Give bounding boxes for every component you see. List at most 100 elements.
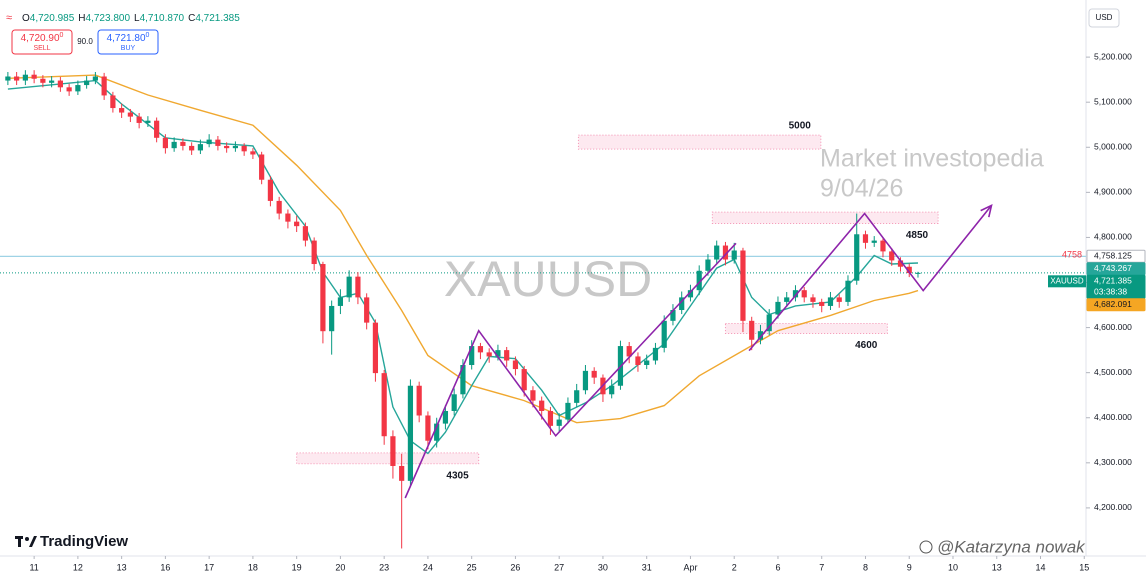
candle-body bbox=[862, 234, 869, 243]
candle-body bbox=[145, 120, 151, 123]
ohlc-key: H bbox=[78, 13, 85, 24]
price-tag-label: 4,758.125 bbox=[1094, 251, 1132, 261]
buy-pip[interactable]: 0 bbox=[146, 32, 150, 39]
candle-body bbox=[889, 251, 895, 261]
moving-average bbox=[7, 79, 919, 455]
candle-body bbox=[110, 95, 116, 109]
candle-body bbox=[127, 112, 133, 117]
candle-body bbox=[609, 385, 615, 395]
sell-price-value[interactable]: 4,720.90 bbox=[21, 33, 60, 44]
moving-average bbox=[7, 74, 919, 424]
candle-body bbox=[915, 272, 921, 274]
candle-body bbox=[84, 80, 90, 86]
zone bbox=[724, 323, 888, 334]
candle-body bbox=[757, 331, 764, 340]
candle-body bbox=[206, 139, 212, 145]
candle-body bbox=[180, 141, 186, 146]
currency-button[interactable] bbox=[1088, 8, 1120, 28]
x-tick-label: 16 bbox=[160, 562, 170, 572]
candle-body bbox=[705, 259, 711, 271]
logo-part bbox=[29, 536, 37, 547]
candle-body bbox=[512, 360, 519, 370]
candle-body bbox=[425, 415, 431, 441]
candle-body bbox=[775, 301, 781, 315]
x-tick-label: 10 bbox=[948, 562, 958, 572]
spread: 90.0 bbox=[77, 37, 93, 46]
ohlc-readout: O4,720.985 H4,723.800 L4,710.870 C4,721.385 bbox=[22, 13, 240, 24]
candle-body bbox=[285, 213, 291, 222]
ohlc-value: 4,723.800 bbox=[86, 13, 131, 24]
sell-price[interactable]: 4,720.900 bbox=[21, 32, 64, 44]
x-tick-label: 26 bbox=[510, 562, 520, 572]
candle-body bbox=[346, 276, 352, 298]
candle-body bbox=[626, 346, 632, 357]
candle-body bbox=[276, 200, 282, 214]
candle-body bbox=[539, 400, 545, 411]
x-tick-label: 2 bbox=[732, 562, 737, 572]
candle-body bbox=[644, 360, 650, 366]
candle-body bbox=[854, 234, 860, 281]
candle-body bbox=[267, 179, 274, 201]
x-tick-label: 7 bbox=[819, 562, 824, 572]
candle-body bbox=[521, 369, 527, 391]
candle-body bbox=[241, 145, 247, 152]
trend-line bbox=[748, 204, 993, 352]
candle-body bbox=[652, 347, 659, 361]
ohlc-key: O bbox=[22, 13, 30, 24]
y-tick-label: 5,000.000 bbox=[1094, 142, 1132, 152]
candle-body bbox=[329, 305, 335, 332]
trend-line bbox=[404, 242, 737, 499]
zone-label: 4305 bbox=[446, 470, 469, 481]
candle-body bbox=[722, 245, 729, 260]
buy-button[interactable] bbox=[97, 29, 159, 55]
candle-body bbox=[40, 78, 46, 83]
x-tick-label: 13 bbox=[117, 562, 127, 572]
sell-button[interactable] bbox=[11, 29, 73, 55]
y-tick-label: 4,300.000 bbox=[1094, 457, 1132, 467]
buy-price[interactable]: 4,721.800 bbox=[107, 32, 150, 44]
sell-pip[interactable]: 0 bbox=[60, 32, 64, 39]
candle-body bbox=[171, 141, 177, 149]
x-tick-label: 14 bbox=[1035, 562, 1045, 572]
candle-body bbox=[749, 320, 755, 340]
candle-body bbox=[486, 352, 492, 357]
candle-body bbox=[22, 74, 28, 81]
x-tick-label: 25 bbox=[467, 562, 477, 572]
ohlc-key: L bbox=[134, 13, 140, 24]
zone bbox=[577, 134, 822, 150]
candle-body bbox=[696, 270, 702, 291]
ohlc-value: 4,720.985 bbox=[30, 13, 75, 24]
price-countdown: 03:38:38 bbox=[1094, 287, 1127, 297]
logo-part bbox=[18, 536, 21, 547]
x-tick-label: 17 bbox=[204, 562, 214, 572]
x-tick-label: 15 bbox=[1079, 562, 1089, 572]
buy-label[interactable]: BUY bbox=[121, 45, 136, 52]
candle-body bbox=[57, 80, 63, 88]
candle-body bbox=[224, 145, 230, 149]
x-tick-label: 12 bbox=[73, 562, 83, 572]
candle-body bbox=[565, 402, 571, 420]
candle-body bbox=[670, 310, 676, 321]
x-tick-label: 24 bbox=[423, 562, 433, 572]
candle-body bbox=[399, 465, 405, 481]
y-tick-label: 5,200.000 bbox=[1094, 51, 1132, 61]
candle-body bbox=[477, 346, 484, 353]
plot-area: 4305 5000 4850 4600 4758 bbox=[0, 70, 1086, 549]
candle-body bbox=[731, 250, 737, 260]
candle-body bbox=[819, 301, 825, 306]
x-tick-label: 13 bbox=[992, 562, 1002, 572]
candle-body bbox=[49, 80, 55, 83]
buy-price-value[interactable]: 4,721.80 bbox=[107, 33, 146, 44]
candle-body bbox=[197, 144, 203, 151]
sell-label[interactable]: SELL bbox=[33, 45, 50, 52]
candle-body bbox=[302, 226, 309, 241]
x-tick-label: 8 bbox=[863, 562, 868, 572]
candle-body bbox=[381, 373, 387, 437]
candle-body bbox=[434, 423, 440, 441]
symbol-tag-label: XAUUSD bbox=[1050, 276, 1084, 285]
currency[interactable]: USD bbox=[1096, 13, 1113, 22]
header-icon: ≈ bbox=[6, 12, 12, 24]
candle-body bbox=[372, 322, 379, 374]
price-tag-label: 4,682.091 bbox=[1094, 299, 1132, 309]
candle-body bbox=[687, 290, 694, 298]
